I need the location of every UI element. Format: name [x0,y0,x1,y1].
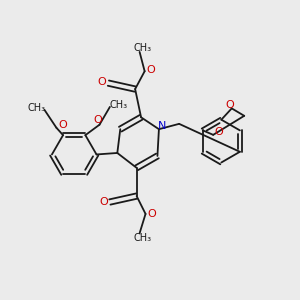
Text: O: O [226,100,235,110]
Text: CH₃: CH₃ [134,233,152,243]
Text: CH₃: CH₃ [109,100,127,110]
Text: O: O [58,120,67,130]
Text: O: O [147,65,156,75]
Text: O: O [99,197,108,207]
Text: O: O [98,76,106,87]
Text: O: O [214,128,223,137]
Text: N: N [158,121,167,131]
Text: O: O [148,209,157,219]
Text: CH₃: CH₃ [27,103,45,113]
Text: CH₃: CH₃ [134,44,152,53]
Text: O: O [94,115,102,125]
